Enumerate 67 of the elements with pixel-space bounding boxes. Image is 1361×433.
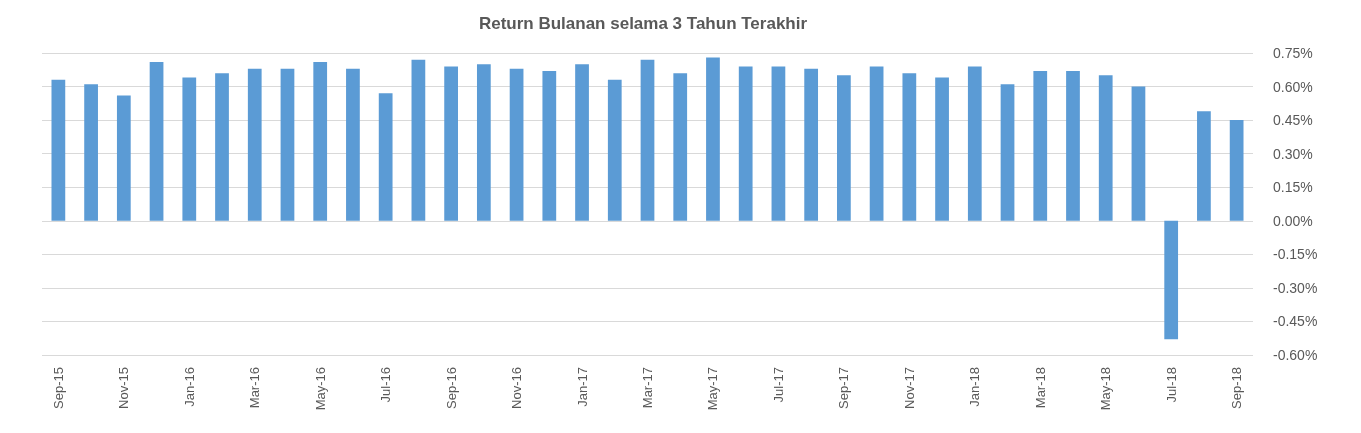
x-tick-label: Jan-16 bbox=[181, 367, 197, 407]
x-tick-label: May-18 bbox=[1098, 367, 1114, 411]
bar bbox=[149, 61, 164, 221]
bar bbox=[673, 73, 688, 221]
y-tick-label: 0.15% bbox=[1273, 179, 1313, 196]
bar bbox=[378, 93, 393, 221]
bar bbox=[640, 59, 655, 221]
bar bbox=[1164, 220, 1179, 340]
bar bbox=[247, 68, 262, 221]
x-tick-label: Nov-15 bbox=[116, 367, 132, 409]
bar bbox=[84, 84, 98, 221]
x-tick-label: Mar-17 bbox=[640, 367, 655, 409]
x-tick-label: Sep-18 bbox=[1229, 367, 1245, 409]
chart-title: Return Bulanan selama 3 Tahun Terakhir bbox=[478, 14, 808, 33]
bar bbox=[116, 95, 131, 221]
bar bbox=[607, 79, 622, 221]
bar bbox=[902, 73, 917, 221]
bar bbox=[967, 66, 982, 221]
bar bbox=[346, 68, 360, 221]
x-tick-label: Jul-17 bbox=[770, 367, 786, 403]
y-tick-label: 0.00% bbox=[1273, 212, 1313, 229]
bar bbox=[542, 70, 557, 221]
x-tick-label: Jul-16 bbox=[378, 367, 394, 403]
bar bbox=[444, 66, 458, 221]
bar bbox=[476, 64, 491, 221]
bar bbox=[771, 66, 786, 221]
x-tick-label: May-17 bbox=[705, 367, 721, 411]
bar bbox=[869, 66, 884, 221]
bar bbox=[1066, 70, 1080, 221]
bar bbox=[706, 57, 720, 221]
y-tick-label: -0.60% bbox=[1273, 347, 1318, 363]
y-tick-label: -0.15% bbox=[1273, 246, 1318, 263]
y-tick-label: 0.45% bbox=[1273, 112, 1313, 129]
y-tick-label: 0.30% bbox=[1273, 145, 1313, 162]
x-tick-label: Mar-18 bbox=[1032, 367, 1048, 409]
x-tick-label: Sep-16 bbox=[443, 367, 459, 409]
x-tick-label: May-16 bbox=[312, 367, 328, 411]
bar bbox=[935, 77, 949, 221]
x-tick-label: Nov-17 bbox=[901, 367, 917, 409]
x-tick-label: Nov-16 bbox=[509, 367, 525, 409]
bar bbox=[313, 61, 328, 221]
y-tick-label: -0.30% bbox=[1273, 279, 1318, 296]
x-tick-label: Jan-18 bbox=[967, 367, 983, 407]
bar bbox=[1197, 111, 1211, 221]
bar bbox=[837, 75, 851, 221]
bar bbox=[1098, 75, 1113, 221]
bar bbox=[738, 66, 753, 221]
bar bbox=[411, 59, 426, 221]
bar bbox=[575, 64, 589, 221]
bar bbox=[1229, 120, 1244, 221]
bar bbox=[1033, 70, 1048, 221]
bar bbox=[1131, 86, 1146, 221]
bar bbox=[1000, 84, 1015, 221]
x-tick-label: Sep-17 bbox=[836, 367, 852, 409]
bar bbox=[804, 68, 819, 221]
y-tick-label: 0.60% bbox=[1273, 78, 1313, 95]
x-tick-label: Sep-15 bbox=[50, 367, 66, 409]
x-tick-label: Jan-17 bbox=[574, 367, 590, 407]
x-tick-label: Jul-18 bbox=[1163, 367, 1179, 403]
bar bbox=[280, 68, 295, 221]
bar bbox=[51, 79, 66, 221]
bar bbox=[182, 77, 197, 221]
bar bbox=[215, 73, 229, 221]
bar bbox=[509, 68, 524, 221]
y-tick-label: -0.45% bbox=[1273, 313, 1318, 330]
y-tick-label: 0.75% bbox=[1273, 45, 1313, 61]
x-tick-label: Mar-16 bbox=[247, 367, 263, 409]
